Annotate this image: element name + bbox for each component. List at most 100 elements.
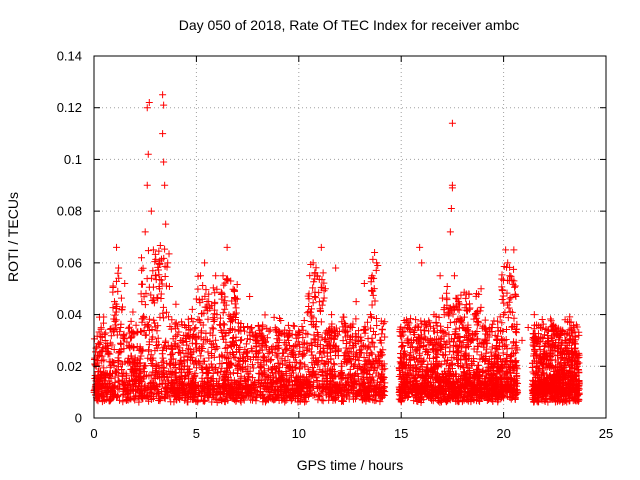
data-point bbox=[575, 331, 583, 339]
data-point bbox=[240, 396, 248, 404]
data-point bbox=[360, 325, 368, 333]
data-point bbox=[169, 380, 177, 388]
data-point bbox=[141, 331, 149, 339]
data-point bbox=[115, 357, 123, 365]
data-point bbox=[256, 370, 264, 378]
data-point bbox=[397, 343, 405, 351]
data-point bbox=[290, 342, 298, 350]
data-point bbox=[275, 327, 283, 335]
data-point bbox=[450, 272, 458, 280]
data-point bbox=[144, 150, 152, 158]
data-point bbox=[237, 398, 245, 406]
data-point bbox=[150, 374, 158, 382]
data-point bbox=[234, 327, 242, 335]
data-point bbox=[232, 304, 240, 312]
data-point bbox=[369, 339, 377, 347]
data-point bbox=[118, 366, 126, 374]
data-point bbox=[145, 315, 153, 323]
data-point bbox=[284, 321, 292, 329]
data-point bbox=[300, 339, 308, 347]
data-point bbox=[462, 301, 470, 309]
data-point bbox=[141, 386, 149, 394]
data-point bbox=[117, 294, 125, 302]
data-point bbox=[339, 397, 347, 405]
data-point bbox=[147, 395, 155, 403]
data-point bbox=[223, 243, 231, 251]
data-point bbox=[199, 282, 207, 290]
data-point bbox=[317, 389, 325, 397]
data-point bbox=[247, 345, 255, 353]
data-point bbox=[115, 264, 123, 272]
data-point bbox=[376, 398, 384, 406]
data-point bbox=[242, 340, 250, 348]
data-point bbox=[311, 288, 319, 296]
data-point bbox=[327, 393, 335, 401]
data-point bbox=[443, 282, 451, 290]
data-point bbox=[153, 327, 161, 335]
data-point bbox=[216, 321, 224, 329]
data-point bbox=[369, 291, 377, 299]
data-point bbox=[208, 343, 216, 351]
data-point bbox=[355, 327, 363, 335]
data-point bbox=[147, 207, 155, 215]
data-point bbox=[106, 363, 114, 371]
data-point bbox=[330, 360, 338, 368]
data-point bbox=[297, 360, 305, 368]
data-point bbox=[114, 363, 122, 371]
data-point bbox=[154, 334, 162, 342]
data-point bbox=[241, 377, 249, 385]
data-point bbox=[296, 347, 304, 355]
data-point bbox=[328, 311, 336, 319]
data-point bbox=[124, 324, 132, 332]
data-point bbox=[338, 362, 346, 370]
data-point bbox=[155, 247, 163, 255]
data-point bbox=[219, 371, 227, 379]
data-point bbox=[112, 316, 120, 324]
data-point bbox=[348, 383, 356, 391]
data-point bbox=[378, 325, 386, 333]
data-point bbox=[312, 294, 320, 302]
data-point bbox=[319, 269, 327, 277]
data-point bbox=[189, 318, 197, 326]
data-point bbox=[209, 284, 217, 292]
data-point bbox=[249, 374, 257, 382]
data-point bbox=[192, 324, 200, 332]
data-point bbox=[109, 304, 117, 312]
data-point bbox=[270, 313, 278, 321]
data-point bbox=[131, 393, 139, 401]
data-point bbox=[157, 290, 165, 298]
data-point bbox=[320, 294, 328, 302]
data-point bbox=[307, 308, 315, 316]
data-point bbox=[265, 327, 273, 335]
data-point bbox=[165, 250, 173, 258]
data-point bbox=[197, 352, 205, 360]
data-point bbox=[330, 394, 338, 402]
data-point bbox=[162, 282, 170, 290]
data-point bbox=[352, 380, 360, 388]
data-point bbox=[158, 350, 166, 358]
data-point bbox=[303, 373, 311, 381]
data-point bbox=[149, 368, 157, 376]
data-point bbox=[304, 365, 312, 373]
data-point bbox=[204, 368, 212, 376]
data-point bbox=[194, 315, 202, 323]
data-point bbox=[168, 316, 176, 324]
data-point bbox=[366, 370, 374, 378]
data-point bbox=[330, 361, 338, 369]
data-point bbox=[259, 323, 267, 331]
data-point bbox=[120, 345, 128, 353]
data-point bbox=[512, 329, 520, 337]
data-point bbox=[275, 368, 283, 376]
data-point bbox=[321, 329, 329, 337]
data-point bbox=[114, 371, 122, 379]
data-point bbox=[165, 283, 173, 291]
grid-lines bbox=[94, 56, 606, 418]
data-point bbox=[306, 272, 314, 280]
data-point bbox=[137, 346, 145, 354]
data-point bbox=[232, 396, 240, 404]
data-point bbox=[318, 334, 326, 342]
data-point bbox=[161, 273, 169, 281]
data-point bbox=[498, 271, 506, 279]
data-points bbox=[90, 91, 583, 406]
